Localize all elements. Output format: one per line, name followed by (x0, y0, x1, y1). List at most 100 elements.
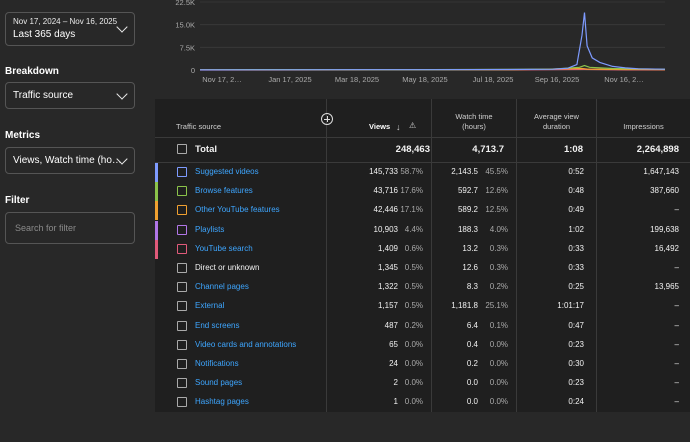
avg-view-duration: 0:48 (568, 186, 584, 196)
date-range-selector[interactable]: Nov 17, 2024 – Nov 16, 2025 Last 365 day… (5, 12, 135, 46)
watch-time-value: 188.3 (457, 224, 478, 234)
views-value: 1,409 (377, 243, 398, 253)
x-tick-label: Nov 17, 2… (202, 75, 242, 84)
total-checkbox[interactable] (177, 144, 187, 154)
row-checkbox[interactable] (177, 339, 187, 350)
row-checkbox[interactable] (177, 359, 187, 369)
traffic-source-name[interactable]: End screens (195, 320, 240, 330)
header-traffic-source[interactable]: Traffic source (176, 122, 222, 131)
watch-time-percent: 0.0% (489, 397, 508, 407)
traffic-source-name[interactable]: Sound pages (195, 378, 243, 388)
table-row: YouTube search 1,409 0.6% 13.2 0.3% 0:33 16,49… (155, 239, 690, 259)
watch-time-value: 8.3 (466, 282, 478, 292)
views-percent: 0.2% (404, 320, 423, 330)
sort-down-arrow-icon[interactable]: ↓ (396, 122, 401, 132)
views-value: 1,322 (377, 282, 398, 292)
row-checkbox[interactable] (177, 224, 187, 235)
row-checkbox[interactable] (177, 378, 187, 389)
series-color-bar (155, 201, 158, 221)
avg-view-duration: 0:25 (568, 282, 584, 292)
traffic-source-name[interactable]: External (195, 301, 225, 311)
views-value: 65 (389, 339, 398, 349)
add-column-button[interactable] (321, 113, 333, 125)
column-divider (326, 99, 327, 412)
views-value: 2 (393, 378, 398, 388)
impressions-value: – (674, 263, 679, 272)
metrics-value: Views, Watch time (ho… (13, 155, 122, 166)
traffic-source-name[interactable]: YouTube search (195, 243, 253, 253)
series-color-bar (155, 220, 158, 240)
header-impressions[interactable]: Impressions (623, 122, 664, 131)
avg-view-duration: 0:49 (568, 205, 584, 215)
y-tick-label: 22.5K (175, 0, 195, 7)
y-tick-label: 15.0K (175, 21, 195, 30)
impressions-value: 16,492 (654, 243, 679, 253)
watch-time-percent: 4.0% (489, 224, 508, 234)
views-percent: 0.0% (404, 359, 423, 368)
row-checkbox[interactable] (177, 186, 187, 197)
series-color-bar (155, 182, 158, 202)
traffic-source-name[interactable]: Notifications (195, 359, 239, 368)
series-color-bar (155, 163, 158, 182)
traffic-source-name: Direct or unknown (195, 263, 260, 272)
traffic-source-name[interactable]: Suggested videos (195, 167, 259, 176)
table-header (155, 99, 690, 137)
traffic-source-name[interactable]: Channel pages (195, 282, 249, 292)
row-checkbox[interactable] (177, 397, 187, 408)
row-checkbox[interactable] (177, 282, 187, 293)
watch-time-value: 6.4 (466, 320, 478, 330)
row-checkbox[interactable] (177, 301, 187, 312)
watch-time-percent: 0.0% (489, 339, 508, 349)
watch-time-value: 0.0 (466, 378, 478, 388)
y-tick-label: 0 (191, 66, 195, 75)
watch-time-percent: 0.2% (489, 282, 508, 292)
views-value: 1 (393, 397, 398, 407)
row-checkbox[interactable] (177, 243, 187, 254)
views-value: 42,446 (373, 205, 398, 215)
traffic-source-name[interactable]: Other YouTube features (195, 205, 280, 215)
traffic-source-name[interactable]: Hashtag pages (195, 397, 249, 407)
header-views[interactable]: Views (369, 122, 391, 131)
table-row: End screens 487 0.2% 6.4 0.1% 0:47 – (155, 317, 690, 336)
breakdown-select[interactable]: Traffic source (5, 82, 135, 109)
row-checkbox[interactable] (177, 205, 187, 216)
traffic-source-table: Traffic source Views ↓ ⚠ Watch time (hou… (155, 99, 690, 412)
views-percent: 0.5% (404, 263, 423, 272)
watch-time-value: 12.6 (462, 263, 478, 272)
total-avg-duration: 1:08 (563, 144, 583, 155)
breakdown-value: Traffic source (13, 90, 74, 101)
impressions-value: – (674, 378, 679, 388)
metrics-select[interactable]: Views, Watch time (ho… (5, 147, 135, 174)
table-row: Browse features 43,716 17.6% 592.7 12.6% 0:48… (155, 182, 690, 202)
warning-icon[interactable]: ⚠ (409, 121, 417, 130)
avg-view-duration: 0:23 (568, 378, 584, 388)
avg-view-duration: 1:02 (568, 224, 584, 234)
header-avg-view-duration[interactable]: Average view duration (534, 112, 579, 131)
watch-time-value: 0.0 (466, 397, 478, 407)
impressions-value: – (674, 301, 679, 311)
line-chart: 22.5K 15.0K 7.5K 0 Nov 17, 2… Jan 17, 2025 Mar… (155, 0, 690, 92)
header-watch-time[interactable]: Watch time (hours) (455, 112, 493, 131)
traffic-source-name[interactable]: Browse features (195, 186, 253, 196)
total-views: 248,463 (395, 144, 430, 155)
traffic-source-name[interactable]: Playlists (195, 224, 225, 234)
views-percent: 0.0% (404, 397, 423, 407)
avg-view-duration: 0:47 (568, 320, 584, 330)
x-tick-label: May 18, 2025 (402, 75, 447, 84)
impressions-value: – (674, 359, 679, 368)
views-value: 1,345 (377, 263, 398, 272)
impressions-value: 199,638 (650, 224, 679, 234)
row-checkbox[interactable] (177, 263, 187, 273)
row-checkbox[interactable] (177, 320, 187, 331)
traffic-source-name[interactable]: Video cards and annotations (195, 339, 297, 349)
impressions-value: 387,660 (650, 186, 679, 196)
watch-time-percent: 0.3% (489, 263, 508, 272)
series-color-bar (155, 239, 158, 259)
row-checkbox[interactable] (177, 167, 187, 177)
filter-search-input[interactable] (5, 212, 135, 244)
watch-time-value: 0.2 (466, 359, 478, 368)
chevron-down-icon (116, 88, 128, 100)
total-impressions: 2,264,898 (636, 144, 679, 155)
watch-time-percent: 45.5% (485, 167, 508, 176)
avg-view-duration: 0:33 (568, 243, 584, 253)
